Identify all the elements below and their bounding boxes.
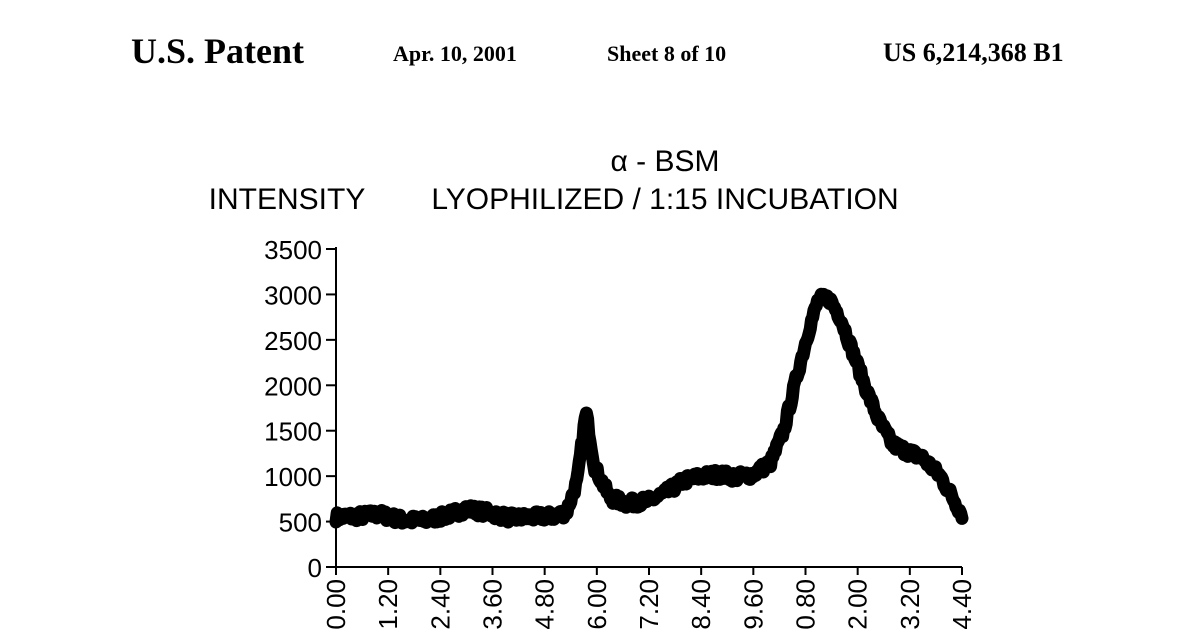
- data-point: [419, 517, 426, 524]
- patent-date: Apr. 10, 2001: [393, 41, 517, 66]
- y-tick-label: 1500: [264, 417, 322, 447]
- y-tick-label: 500: [279, 508, 322, 538]
- chart-series: [329, 287, 969, 530]
- y-tick-label: 3000: [264, 280, 322, 310]
- x-tick-label: 12.00: [843, 579, 873, 630]
- data-point: [663, 489, 670, 496]
- data-point: [850, 350, 857, 357]
- y-tick-label: 1000: [264, 462, 322, 492]
- chart-ticks: 3500 3000 2500 2000 1500 1000 500 00.00 1.20 2.40…: [264, 235, 977, 630]
- x-tick-label: 0.00: [321, 579, 351, 630]
- data-point: [398, 516, 405, 523]
- patent-title: U.S. Patent: [131, 31, 304, 71]
- x-tick-label: 1.20: [373, 579, 403, 630]
- data-point: [646, 497, 652, 504]
- series-line: [329, 287, 969, 530]
- x-tick-label: 10.80: [791, 579, 821, 630]
- data-point: [750, 471, 757, 478]
- data-point: [376, 511, 383, 518]
- data-point: [333, 514, 339, 520]
- data-point: [937, 473, 944, 480]
- x-tick-label: 4.80: [530, 579, 560, 630]
- data-point: [574, 477, 581, 484]
- data-point: [583, 409, 589, 416]
- data-point: [767, 459, 774, 466]
- data-point: [715, 471, 722, 478]
- data-point: [826, 296, 833, 302]
- data-point: [606, 494, 613, 501]
- data-point: [485, 509, 492, 516]
- sheet-number: Sheet 8 of 10: [607, 41, 727, 66]
- x-tick-label: 9.60: [738, 579, 768, 630]
- y-tick-label: 2500: [264, 326, 322, 356]
- data-point: [463, 505, 470, 512]
- y-tick-label: 3500: [264, 235, 322, 265]
- data-point: [863, 386, 870, 393]
- data-point: [876, 418, 883, 425]
- data-point: [506, 514, 513, 521]
- data-point: [354, 513, 361, 520]
- data-point: [528, 514, 535, 520]
- data-point: [624, 500, 631, 507]
- y-axis-label: INTENSITY: [209, 183, 366, 216]
- data-point: [959, 511, 965, 518]
- data-point: [793, 373, 800, 380]
- patent-number: US 6,214,368 B1: [883, 38, 1064, 67]
- data-point: [441, 513, 448, 520]
- x-tick-label: 14.40: [947, 579, 977, 630]
- data-point: [591, 464, 598, 471]
- data-point: [889, 441, 896, 448]
- x-tick-label: 6.00: [582, 579, 612, 630]
- chart-title: α - BSM: [610, 145, 719, 178]
- x-tick-label: 8.40: [686, 579, 716, 630]
- chart-subtitle: LYOPHILIZED / 1:15 INCUBATION: [431, 183, 898, 216]
- data-point: [837, 314, 844, 321]
- data-point: [815, 296, 822, 302]
- data-point: [950, 495, 957, 502]
- data-point: [680, 477, 687, 484]
- data-point: [902, 447, 909, 454]
- x-tick-label: 3.60: [478, 579, 508, 630]
- y-tick-label: 2000: [264, 371, 322, 401]
- y-tick-label: 0: [308, 553, 322, 583]
- data-point: [698, 473, 705, 480]
- data-point: [732, 474, 739, 481]
- x-tick-label: 13.20: [895, 579, 925, 630]
- data-point: [550, 513, 557, 520]
- data-point: [806, 323, 813, 330]
- x-tick-label: 2.40: [425, 579, 455, 630]
- data-point: [780, 427, 787, 434]
- x-tick-label: 7.20: [634, 579, 664, 630]
- data-point: [919, 455, 926, 461]
- data-point: [563, 509, 570, 516]
